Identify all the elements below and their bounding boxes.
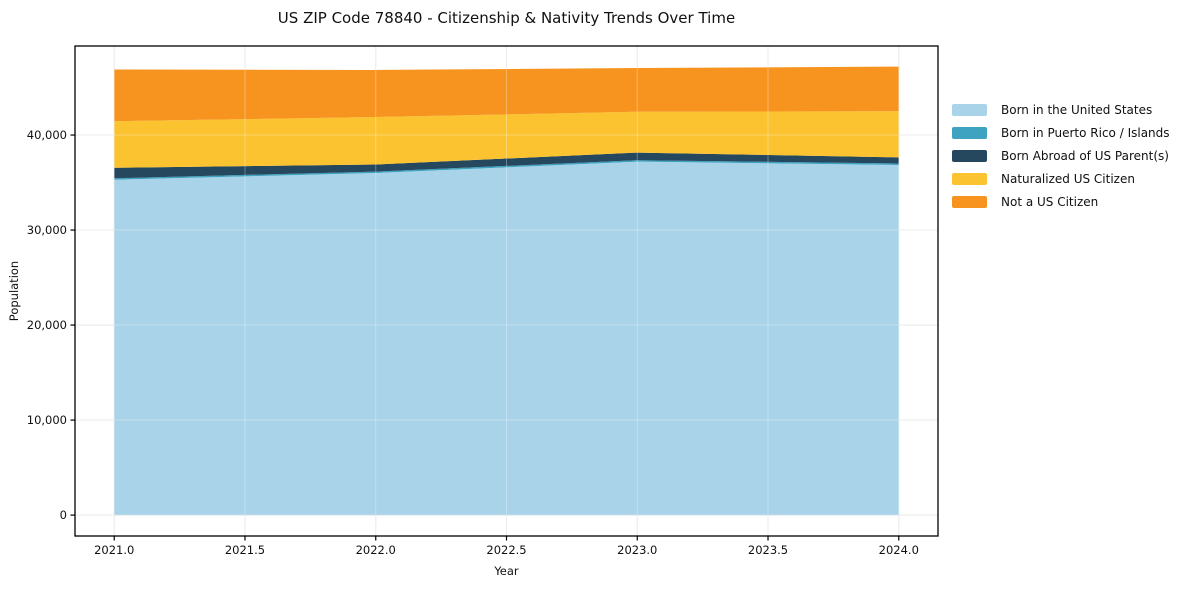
- legend-item-naturalized: Naturalized US Citizen: [952, 172, 1170, 186]
- legend-label: Born Abroad of US Parent(s): [1001, 149, 1169, 163]
- x-tick-label: 2022.0: [356, 543, 396, 557]
- x-tick-label: 2024.0: [879, 543, 919, 557]
- legend-swatch: [952, 173, 987, 185]
- x-axis-label: Year: [494, 564, 519, 578]
- legend-item-born-pr: Born in Puerto Rico / Islands: [952, 126, 1170, 140]
- y-tick-label: 10,000: [27, 413, 67, 427]
- area-series: [114, 161, 899, 516]
- y-tick-label: 30,000: [27, 223, 67, 237]
- legend-item-not-citizen: Not a US Citizen: [952, 195, 1170, 209]
- y-tick-label: 40,000: [27, 128, 67, 142]
- legend-label: Born in the United States: [1001, 103, 1153, 117]
- legend-label: Naturalized US Citizen: [1001, 172, 1135, 186]
- area-series: [114, 152, 899, 179]
- x-tick-label: 2022.5: [486, 543, 526, 557]
- x-tick-label: 2021.5: [225, 543, 265, 557]
- area-series: [114, 111, 899, 168]
- legend-swatch: [952, 196, 987, 208]
- x-tick-label: 2023.5: [748, 543, 788, 557]
- x-tick-label: 2021.0: [94, 543, 134, 557]
- legend-swatch: [952, 104, 987, 116]
- area-series: [114, 66, 899, 122]
- legend-swatch: [952, 150, 987, 162]
- legend: Born in the United States Born in Puerto…: [952, 103, 1170, 219]
- legend-label: Born in Puerto Rico / Islands: [1001, 126, 1170, 140]
- y-tick-label: 20,000: [27, 318, 67, 332]
- y-tick-label: 0: [60, 508, 67, 522]
- legend-swatch: [952, 127, 987, 139]
- legend-item-born-us: Born in the United States: [952, 103, 1170, 117]
- x-tick-label: 2023.0: [617, 543, 657, 557]
- chart-title: US ZIP Code 78840 - Citizenship & Nativi…: [277, 9, 736, 27]
- legend-label: Not a US Citizen: [1001, 195, 1099, 209]
- legend-item-born-abroad: Born Abroad of US Parent(s): [952, 149, 1170, 163]
- y-axis-label: Population: [7, 260, 21, 322]
